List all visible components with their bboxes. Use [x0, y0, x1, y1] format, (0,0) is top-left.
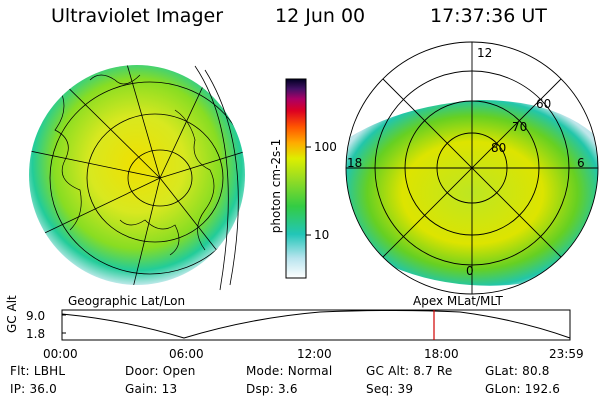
timeline-xtick-1200: 12:00	[297, 347, 332, 361]
timeline-ytick-9: 9.0	[26, 309, 46, 323]
info-dsp: Dsp: 3.6	[246, 382, 298, 396]
info-seq: Seq: 39	[366, 382, 414, 396]
colorbar-tick-10: 10	[314, 228, 330, 242]
info-door: Door: Open	[125, 364, 196, 378]
mlat-label-70: 70	[512, 120, 528, 134]
mlt-label-12: 12	[477, 46, 493, 60]
timeline-xtick-0600: 06:00	[169, 347, 204, 361]
colorbar-tick-100: 100	[314, 140, 337, 154]
info-glat: GLat: 80.8	[485, 364, 550, 378]
polar-grid	[345, 41, 599, 295]
mlt-label-0: 0	[466, 264, 474, 278]
timeline-xtick-2359: 23:59	[549, 347, 584, 361]
mlat-label-60: 60	[536, 97, 552, 111]
timeline-xtick-0000: 00:00	[43, 347, 78, 361]
mlat-label-80: 80	[491, 141, 507, 155]
time-label: 17:37:36 UT	[430, 5, 547, 27]
info-gc-alt: GC Alt: 8.7 Re	[366, 364, 453, 378]
info-mode: Mode: Normal	[246, 364, 333, 378]
instrument-title: Ultraviolet Imager	[51, 5, 224, 27]
date-label: 12 Jun 00	[275, 5, 366, 27]
timeline-ytick-1_8: 1.8	[26, 327, 46, 341]
info-glon: GLon: 192.6	[485, 382, 561, 396]
info-flt: Flt: LBHL	[10, 364, 66, 378]
mlt-label-18: 18	[347, 156, 363, 170]
info-gain: Gain: 13	[125, 382, 178, 396]
info-ip: IP: 36.0	[10, 382, 57, 396]
mlt-label-6: 6	[577, 156, 585, 170]
apex-caption: Apex MLat/MLT	[413, 294, 503, 308]
geo-caption: Geographic Lat/Lon	[68, 294, 186, 308]
altitude-curve	[61, 310, 571, 339]
aurora-oval-geo	[29, 65, 245, 285]
timeline-xtick-1800: 18:00	[424, 347, 459, 361]
timeline-ylabel: GC Alt	[5, 295, 19, 333]
